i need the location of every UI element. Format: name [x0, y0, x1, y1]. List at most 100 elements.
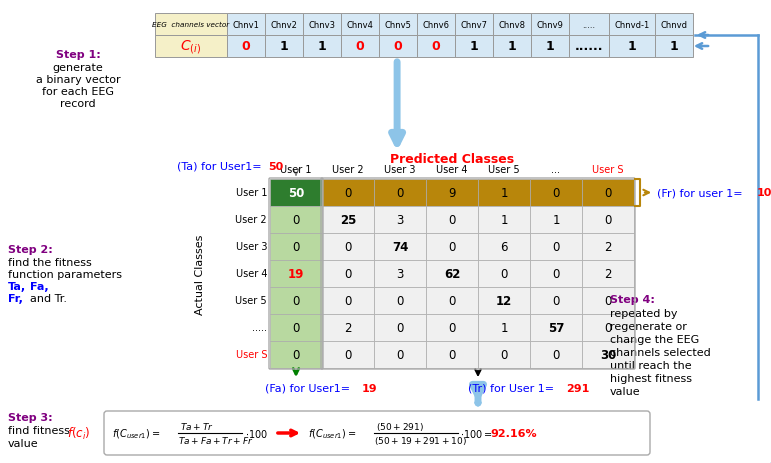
Bar [478, 314, 530, 341]
Bar [341, 36, 379, 58]
Text: EEG  channels vector: EEG channels vector [153, 22, 230, 28]
Text: Fr,: Fr, [8, 294, 23, 303]
Text: User 5: User 5 [488, 165, 520, 175]
Bar [530, 180, 582, 206]
Text: 1: 1 [500, 187, 508, 200]
Text: 74: 74 [392, 240, 408, 253]
Text: 0: 0 [292, 240, 300, 253]
Bar [417, 36, 455, 58]
Text: function parameters: function parameters [8, 269, 122, 279]
Text: change the EEG: change the EEG [610, 334, 699, 344]
Text: Step 4:: Step 4: [610, 294, 655, 304]
Bar [303, 14, 341, 36]
Bar [270, 206, 322, 233]
Text: Chnvd: Chnvd [661, 20, 688, 30]
Text: User 3: User 3 [384, 165, 416, 175]
Text: 0: 0 [345, 268, 352, 281]
Text: $(50 + 19 + 291 + 10)$: $(50 + 19 + 291 + 10)$ [374, 434, 466, 446]
Bar [374, 260, 426, 288]
Text: 19: 19 [288, 268, 305, 281]
Text: $\cdot 100$: $\cdot 100$ [245, 427, 268, 439]
Text: Step 2:: Step 2: [8, 244, 52, 255]
Bar [426, 233, 478, 260]
Text: User 1: User 1 [280, 165, 311, 175]
Text: Chnv7: Chnv7 [460, 20, 487, 30]
Text: 0: 0 [500, 268, 507, 281]
Text: User S: User S [592, 165, 624, 175]
Text: 2: 2 [604, 240, 611, 253]
Text: Step 3:: Step 3: [8, 412, 52, 422]
Text: find fitness: find fitness [8, 425, 73, 435]
Text: (Fa) for User1=: (Fa) for User1= [265, 383, 354, 393]
Bar [455, 14, 493, 36]
Text: 0: 0 [345, 187, 352, 200]
Bar [374, 233, 426, 260]
Text: Actual Classes: Actual Classes [195, 234, 205, 314]
Bar [478, 233, 530, 260]
Text: 0: 0 [292, 321, 300, 334]
Bar [322, 180, 374, 206]
Text: 0: 0 [345, 294, 352, 307]
Bar [322, 233, 374, 260]
Bar [478, 341, 530, 368]
Bar [582, 341, 634, 368]
Text: 0: 0 [448, 321, 456, 334]
Bar [374, 206, 426, 233]
Bar [582, 233, 634, 260]
Bar [530, 233, 582, 260]
Text: 50: 50 [288, 187, 305, 200]
Bar [609, 36, 655, 58]
Text: User 5: User 5 [235, 296, 267, 306]
Text: 0: 0 [552, 240, 560, 253]
Text: 0: 0 [552, 187, 560, 200]
Text: Chnv6: Chnv6 [423, 20, 449, 30]
Bar [265, 36, 303, 58]
Text: 1: 1 [546, 40, 554, 53]
Text: 92.16%: 92.16% [490, 428, 537, 438]
Bar [455, 36, 493, 58]
Text: 3: 3 [396, 213, 404, 226]
Bar [341, 14, 379, 36]
Text: Fa,: Fa, [30, 282, 49, 291]
Bar [426, 314, 478, 341]
Text: (Ta) for User1=: (Ta) for User1= [177, 162, 265, 172]
Text: 1: 1 [670, 40, 678, 53]
Text: 30: 30 [600, 348, 616, 361]
Text: 1: 1 [500, 321, 508, 334]
Bar [322, 206, 374, 233]
Text: 0: 0 [396, 321, 404, 334]
Text: 0: 0 [604, 294, 611, 307]
Bar [478, 288, 530, 314]
Bar [270, 180, 322, 206]
Text: User S: User S [235, 350, 267, 360]
Text: 0: 0 [500, 348, 507, 361]
Text: User 3: User 3 [235, 242, 267, 252]
Text: 0: 0 [396, 294, 404, 307]
Text: 0: 0 [604, 321, 611, 334]
Text: 0: 0 [355, 40, 365, 53]
Bar [270, 288, 322, 314]
Text: $(50 + 291)$: $(50 + 291)$ [376, 420, 424, 432]
Text: 0: 0 [448, 348, 456, 361]
Text: $Ta + Fa + Tr + Fr$: $Ta + Fa + Tr + Fr$ [178, 435, 254, 445]
Bar [374, 288, 426, 314]
Text: 1: 1 [628, 40, 636, 53]
Text: 6: 6 [500, 240, 508, 253]
Text: 25: 25 [340, 213, 356, 226]
Bar [530, 288, 582, 314]
Text: 50: 50 [268, 162, 283, 172]
Text: User 1: User 1 [235, 188, 267, 198]
Bar [530, 206, 582, 233]
Text: 1: 1 [280, 40, 288, 53]
Text: Chnv3: Chnv3 [308, 20, 335, 30]
Text: and Tr.: and Tr. [30, 294, 67, 303]
Text: .....: ..... [252, 323, 267, 333]
Text: 3: 3 [396, 268, 404, 281]
Text: 12: 12 [496, 294, 512, 307]
Text: value: value [610, 386, 641, 396]
Text: User 4: User 4 [235, 269, 267, 279]
Text: 0: 0 [552, 294, 560, 307]
Text: regenerate or: regenerate or [610, 321, 687, 332]
Text: 10: 10 [757, 188, 771, 198]
Text: 0: 0 [432, 40, 440, 53]
